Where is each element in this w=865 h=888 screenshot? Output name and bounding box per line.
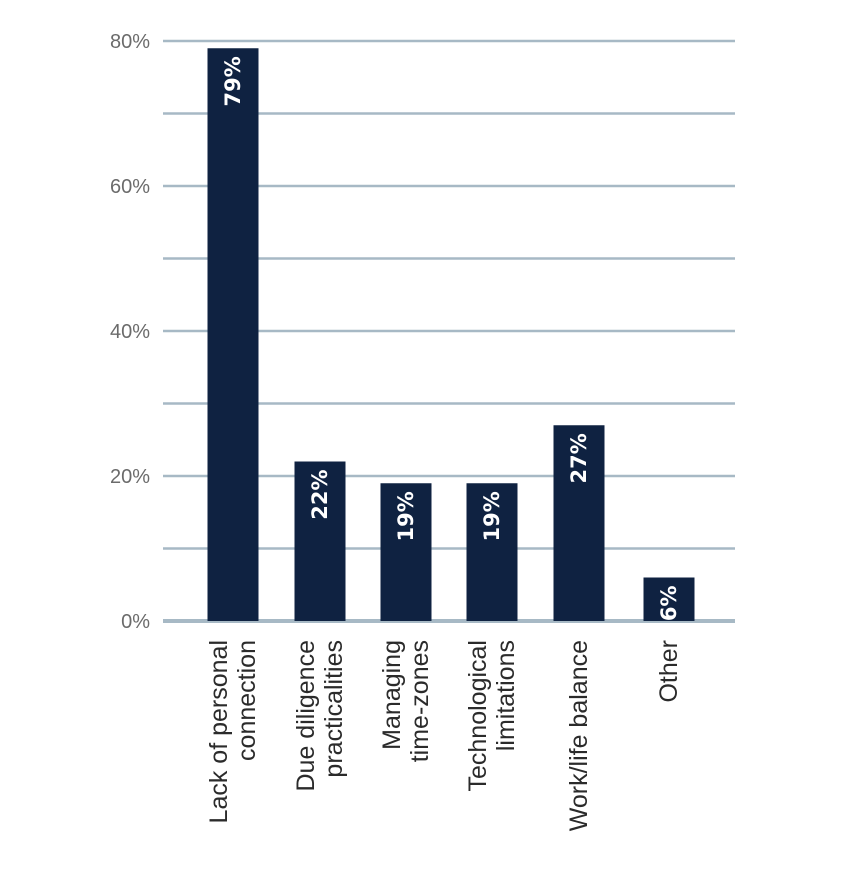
y-tick-label: 40% bbox=[110, 321, 150, 343]
bar bbox=[553, 425, 605, 621]
x-axis-category-labels: Lack of personal connection Due diligence p… bbox=[205, 640, 683, 831]
x-category-label: limitations bbox=[492, 640, 520, 751]
bar bbox=[380, 483, 432, 621]
x-category-label: Managing bbox=[378, 640, 406, 750]
x-category-label: Lack of personal bbox=[205, 640, 233, 823]
bar-value-label: 79% bbox=[221, 56, 245, 106]
x-category-label: Other bbox=[655, 640, 683, 703]
y-axis-ticks: 0% 20% 40% 60% 80% bbox=[110, 31, 150, 633]
bars: 79% 22% 19% 19% 27% 6% bbox=[207, 48, 695, 622]
x-category-label: Technological bbox=[464, 640, 492, 792]
y-tick-label: 20% bbox=[110, 466, 150, 488]
bar-value-label: 6% bbox=[657, 586, 681, 622]
bar-value-label: 22% bbox=[308, 470, 332, 520]
bar bbox=[207, 48, 259, 621]
bar bbox=[466, 483, 518, 621]
x-category-label: Due diligence bbox=[292, 640, 320, 792]
x-category-label: connection bbox=[233, 640, 261, 761]
bar-value-label: 19% bbox=[394, 491, 418, 541]
y-tick-label: 80% bbox=[110, 31, 150, 53]
x-category-label: practicalities bbox=[320, 640, 348, 778]
x-category-label: time-zones bbox=[406, 640, 434, 762]
y-tick-label: 0% bbox=[121, 611, 150, 633]
bar-value-label: 27% bbox=[567, 433, 591, 483]
y-tick-label: 60% bbox=[110, 176, 150, 198]
bar-value-label: 19% bbox=[480, 491, 504, 541]
bar bbox=[643, 577, 695, 621]
bar bbox=[294, 461, 346, 621]
x-category-label: Work/life balance bbox=[565, 640, 593, 831]
